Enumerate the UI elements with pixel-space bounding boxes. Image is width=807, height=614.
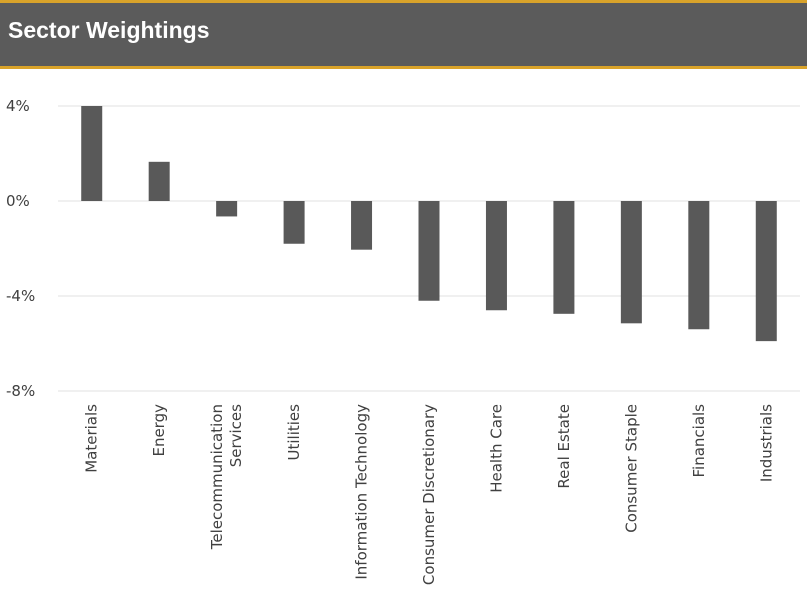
bar	[283, 201, 305, 244]
bar	[216, 201, 238, 217]
x-tick-label: Consumer Discretionary	[420, 404, 438, 585]
bar	[755, 201, 777, 342]
x-tick-label: Materials	[83, 404, 101, 473]
x-tick-label: Information Technology	[353, 404, 371, 580]
x-tick-label: Services	[227, 404, 245, 467]
bar	[81, 106, 103, 201]
bar	[351, 201, 373, 250]
bar	[418, 201, 440, 301]
y-tick-label: 0%	[6, 192, 30, 210]
x-tick-label: Real Estate	[555, 404, 573, 489]
x-tick-label: Consumer Staple	[622, 404, 640, 533]
bar	[553, 201, 575, 314]
chart-header: Sector Weightings	[0, 0, 807, 69]
y-tick-label: 4%	[6, 97, 30, 115]
sector-weightings-chart: 4% 0% -4% -8% Materials Energy Telecommunicati…	[6, 97, 800, 585]
x-tick-label: Telecommunication	[208, 404, 226, 550]
x-tick-label: Energy	[150, 404, 168, 457]
y-tick-label: -4%	[6, 287, 35, 305]
x-tick-label: Utilities	[285, 404, 303, 461]
bar	[620, 201, 642, 324]
bar	[485, 201, 507, 311]
chart-title: Sector Weightings	[8, 17, 210, 43]
x-tick-label: Financials	[690, 404, 708, 478]
x-tick-label: Industrials	[757, 404, 775, 482]
bar	[688, 201, 710, 330]
x-tick-label: Health Care	[487, 404, 505, 493]
y-tick-label: -8%	[6, 382, 35, 400]
bar	[148, 161, 170, 201]
